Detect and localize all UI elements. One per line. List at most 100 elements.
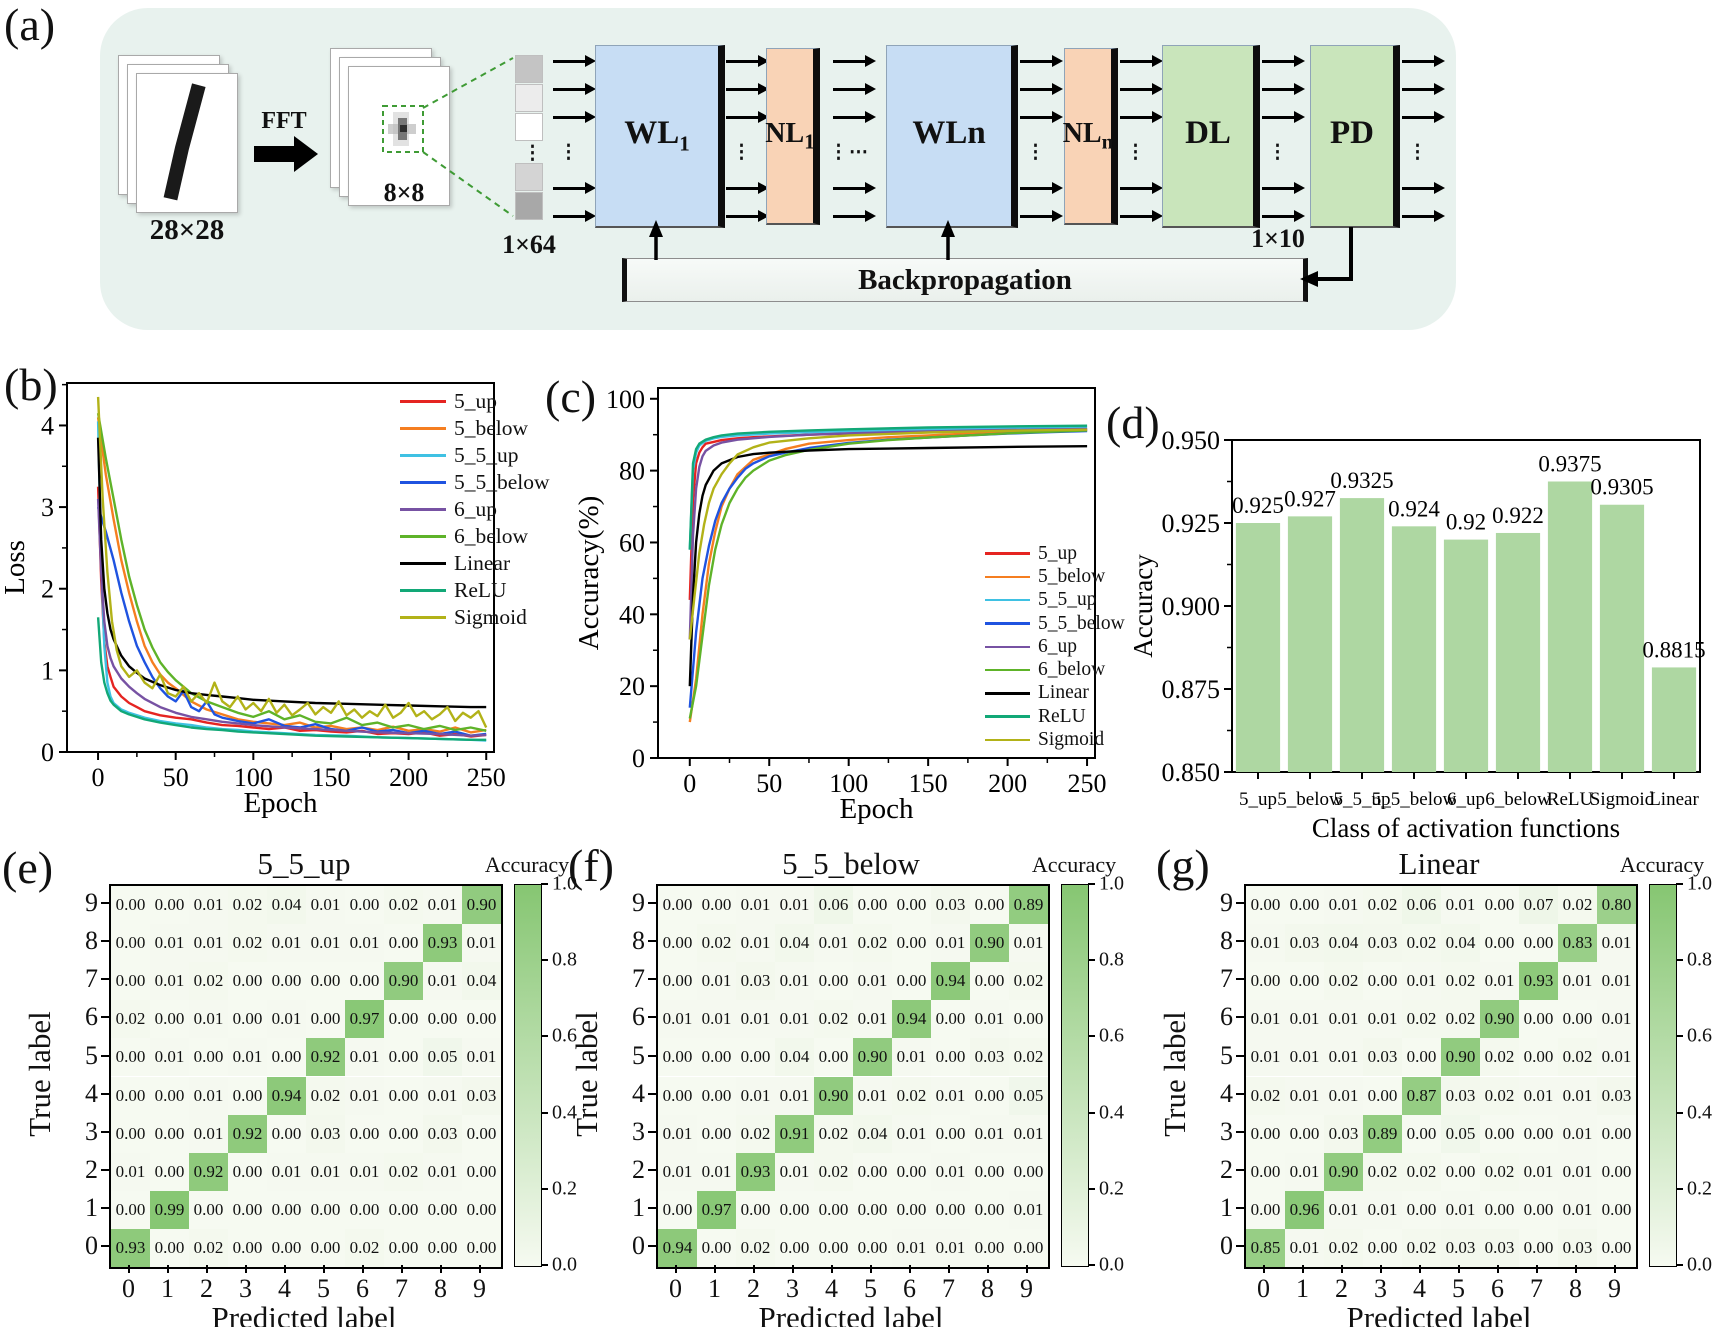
colorbar-tick <box>1088 883 1095 885</box>
matrix-cell: 0.00 <box>892 1152 931 1191</box>
svg-text:50: 50 <box>756 769 782 798</box>
bar-6_up <box>1443 539 1489 772</box>
panel-f-label: (f) <box>568 840 614 891</box>
matrix-cell: 0.06 <box>814 886 853 925</box>
matrix-cell: 0.00 <box>1480 924 1519 963</box>
matrix-cell: 0.00 <box>1597 1228 1636 1267</box>
matrix-cell: 0.02 <box>306 1076 345 1115</box>
svg-text:4: 4 <box>41 411 54 440</box>
matrix-cell: 0.01 <box>1246 1000 1285 1039</box>
matrix-cell: 0.00 <box>111 1190 150 1229</box>
series-6_up <box>688 427 1088 640</box>
axis-tick <box>205 1265 208 1273</box>
axis-tick <box>648 1130 656 1133</box>
block-detection-layer: DL <box>1162 45 1260 228</box>
series-6_below <box>688 429 1088 719</box>
bar-value-label: 0.925 <box>1232 493 1284 518</box>
col-label: 9 <box>1020 1274 1033 1303</box>
matrix-cell: 0.02 <box>814 1000 853 1039</box>
matrix-cell: 0.01 <box>345 924 384 963</box>
matrix-cell: 0.02 <box>697 924 736 963</box>
axis-tick <box>101 1130 109 1133</box>
row-label: 3 <box>632 1116 645 1146</box>
matrix-cell: 0.00 <box>1519 1038 1558 1077</box>
col-label: 6 <box>1491 1274 1504 1303</box>
matrix-cell: 0.02 <box>189 1228 228 1267</box>
matrix-cell: 0.03 <box>1597 1076 1636 1115</box>
matrix-cell: 0.01 <box>892 1228 931 1267</box>
row-label: 0 <box>632 1230 645 1260</box>
colorbar-tick-label: 0.0 <box>1099 1253 1124 1276</box>
legend-item-Linear: Linear <box>985 682 1125 705</box>
svg-text:0.850: 0.850 <box>1162 758 1221 787</box>
matrix-cell: 0.00 <box>970 886 1009 925</box>
col-label: 5 <box>864 1274 877 1303</box>
input-image-card <box>136 73 238 213</box>
matrix-cell: 0.00 <box>267 962 306 1001</box>
matrix-cell: 0.02 <box>1441 962 1480 1001</box>
series-ReLU <box>96 617 487 741</box>
row-label: 5 <box>632 1040 645 1070</box>
matrix-cell: 0.03 <box>1324 1114 1363 1153</box>
matrix-cell: 0.92 <box>189 1152 228 1191</box>
matrix-cell: 0.00 <box>1519 1190 1558 1229</box>
matrix-cell: 0.00 <box>814 1228 853 1267</box>
matrix-cell: 0.96 <box>1285 1190 1324 1229</box>
matrix-cell: 0.00 <box>228 1228 267 1267</box>
matrix-cell: 0.01 <box>1558 962 1597 1001</box>
col-label: 3 <box>1374 1274 1387 1303</box>
legend-line-icon <box>400 426 446 431</box>
matrix-cell: 0.97 <box>697 1190 736 1229</box>
legend-item-5_up: 5_up <box>400 388 550 415</box>
matrix-cell: 0.00 <box>1009 1228 1048 1267</box>
matrix-cell: 0.00 <box>228 962 267 1001</box>
svg-text:50: 50 <box>163 763 189 792</box>
matrix-cell: 0.00 <box>1246 1190 1285 1229</box>
bar-Sigmoid <box>1599 504 1645 772</box>
svg-text:100: 100 <box>234 763 273 792</box>
legend-label: 5_5_up <box>454 443 519 467</box>
svg-text:250: 250 <box>1068 769 1107 798</box>
svg-text:200: 200 <box>988 769 1027 798</box>
matrix-cell: 0.00 <box>189 1190 228 1229</box>
bar-category-label: ReLU <box>1547 789 1594 810</box>
vector-cell <box>515 192 543 220</box>
matrix-cell: 0.01 <box>150 924 189 963</box>
matrix-grid: 0.00 0.00 0.01 0.02 0.04 0.01 0.00 0.02 0.01 0.90… <box>109 884 503 1269</box>
matrix-cell: 0.00 <box>775 1190 814 1229</box>
matrix-cell: 0.03 <box>462 1076 501 1115</box>
row-label: 3 <box>85 1116 98 1146</box>
colorbar-tick-label: 0.8 <box>552 948 577 971</box>
matrix-cell: 0.00 <box>970 962 1009 1001</box>
axis-tick <box>101 902 109 905</box>
matrix-cell: 0.01 <box>423 962 462 1001</box>
axis-tick <box>1496 1265 1499 1273</box>
matrix-cell: 0.01 <box>267 1152 306 1191</box>
matrix-cell: 0.02 <box>1324 1228 1363 1267</box>
confusion-matrix-linear: Linear Accuracy 0.00 0.00 0.01 0.02 0.06 0.01 0.… <box>1135 770 1713 1327</box>
fft-label: FFT <box>261 108 307 134</box>
matrix-cell: 0.03 <box>1441 1228 1480 1267</box>
col-label: 0 <box>1257 1274 1270 1303</box>
confusion-matrix-5_5_up: 5_5_up Accuracy 0.00 0.00 0.01 0.02 0.04 0.01 0.… <box>0 770 578 1327</box>
matrix-cell: 0.00 <box>736 1190 775 1229</box>
matrix-cell: 0.01 <box>1246 1038 1285 1077</box>
matrix-cell: 0.01 <box>306 924 345 963</box>
matrix-cell: 0.01 <box>345 1038 384 1077</box>
matrix-cell: 0.00 <box>1285 886 1324 925</box>
block-weight-layer-n: WLn <box>886 45 1018 228</box>
matrix-cell: 0.01 <box>1009 1190 1048 1229</box>
matrix-cell: 0.90 <box>1324 1152 1363 1191</box>
matrix-xlabel: Predicted label <box>758 1300 944 1327</box>
row-label: 0 <box>1220 1230 1233 1260</box>
matrix-cell: 0.00 <box>267 1114 306 1153</box>
col-label: 1 <box>161 1274 174 1303</box>
col-label: 8 <box>981 1274 994 1303</box>
matrix-cell: 0.01 <box>736 1076 775 1115</box>
matrix-cell: 0.01 <box>1246 924 1285 963</box>
matrix-cell: 0.00 <box>1480 1114 1519 1153</box>
axis-tick <box>648 1054 656 1057</box>
matrix-cell: 0.00 <box>775 1228 814 1267</box>
matrix-cell: 0.04 <box>853 1114 892 1153</box>
ellipsis-more-layers-icon: ⋮⋯ <box>829 142 869 164</box>
